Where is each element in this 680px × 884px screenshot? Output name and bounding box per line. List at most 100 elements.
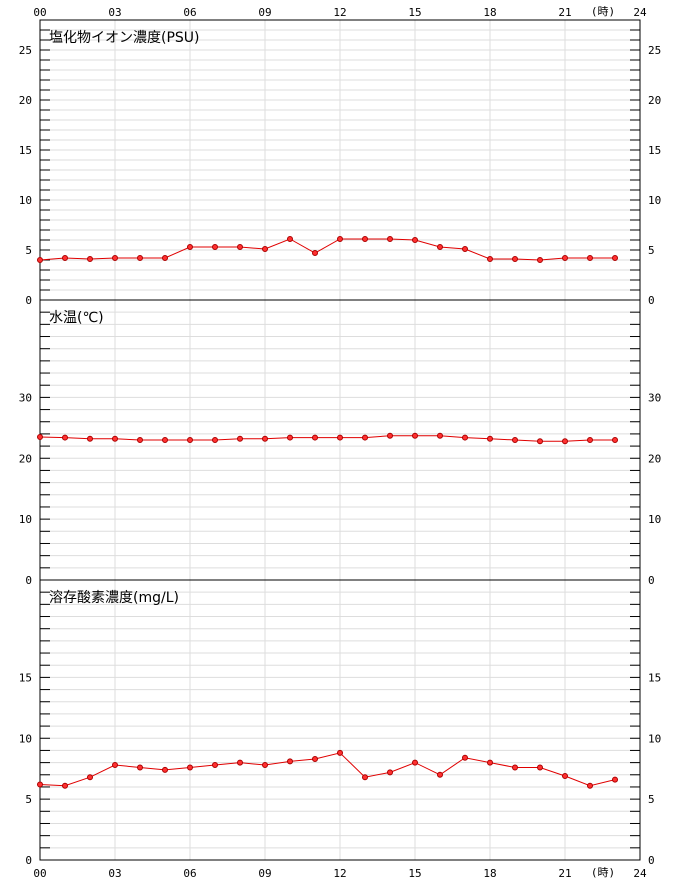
data-point [312,755,318,762]
data-point [237,435,243,442]
y-tick-label-right: 15 [648,671,661,684]
x-tick-label-top: 12 [333,6,346,19]
data-point [437,771,443,778]
y-tick-label-left: 10 [19,194,32,207]
x-tick-label-bottom: 24 [633,867,647,880]
data-point [112,762,118,769]
data-point [212,437,218,443]
x-tick-label-bottom: 00 [33,867,46,880]
series-line [39,752,616,787]
y-tick-label-left: 5 [25,244,32,257]
data-point [212,762,218,769]
data-point [187,244,193,250]
data-point [337,236,343,242]
data-point [162,255,168,261]
data-point [412,432,418,439]
data-point [587,255,593,261]
x-unit-label-top: (時) [591,5,615,18]
data-point [112,255,118,261]
x-tick-label-top: 09 [258,6,271,19]
x-tick-label-bottom: 12 [333,867,346,880]
y-tick-label-right: 10 [648,513,661,526]
data-point [487,435,493,442]
x-tick-label-top: 06 [183,6,196,19]
data-point [412,759,418,766]
data-point [262,435,268,442]
panel-title: 塩化物イオン濃度(PSU) [49,30,200,46]
data-point [337,434,343,441]
y-tick-label-left: 5 [25,793,32,806]
data-point [537,764,543,771]
y-tick-label-left: 20 [19,94,32,107]
panel-title: 水温(℃) [49,310,104,326]
y-tick-label-right: 10 [648,194,661,207]
y-tick-label-left: 30 [19,391,32,404]
data-point [287,434,293,441]
data-point [437,432,443,439]
x-tick-label-top: 03 [108,6,121,19]
data-point [362,434,368,441]
y-tick-label-right: 0 [648,574,655,587]
data-point [237,244,243,250]
series-line [39,435,615,442]
data-point [287,236,293,242]
data-point [362,774,368,781]
y-tick-label-right: 20 [648,452,661,465]
x-tick-label-bottom: 09 [258,867,271,880]
data-point [612,776,618,783]
data-point [437,244,443,250]
y-tick-label-right: 5 [648,244,655,257]
data-point [462,754,468,761]
data-point [387,432,393,439]
y-tick-label-left: 15 [19,144,32,157]
series-line [39,238,615,261]
data-point [562,438,568,445]
data-point [187,437,193,443]
data-point [387,236,393,242]
data-point [362,236,368,242]
data-point [462,434,468,441]
y-tick-label-left: 10 [19,513,32,526]
data-point [487,759,493,766]
data-point [62,782,68,789]
data-point [137,764,143,771]
data-point [162,437,168,443]
data-point [237,759,243,766]
data-point [387,769,393,776]
y-tick-label-right: 20 [648,94,661,107]
data-point [312,250,318,256]
x-tick-label-bottom: 15 [408,867,421,880]
data-point [512,764,518,771]
data-point [587,782,593,789]
y-tick-label-left: 0 [25,574,32,587]
data-point [37,257,43,263]
data-point [312,434,318,441]
data-point [62,255,68,261]
data-point [262,246,268,252]
data-point [37,433,43,440]
data-point [587,437,593,443]
data-point [262,762,268,769]
data-point [612,437,618,443]
data-point [187,764,193,771]
data-point [112,435,118,442]
x-tick-label-top: 24 [633,6,647,19]
x-tick-label-bottom: 03 [108,867,121,880]
x-tick-label-bottom: 18 [483,867,496,880]
data-point [162,766,168,773]
data-point [62,434,68,441]
y-tick-label-right: 0 [648,294,655,307]
panel-frame [39,579,641,861]
x-tick-label-top: 00 [33,6,46,19]
data-point [612,255,618,261]
data-point [212,244,218,250]
data-point [37,781,43,788]
y-tick-label-right: 30 [648,391,661,404]
y-tick-label-left: 0 [25,294,32,307]
data-point [512,437,518,443]
y-tick-label-right: 10 [648,732,661,745]
data-point [137,255,143,261]
data-point [412,237,418,243]
